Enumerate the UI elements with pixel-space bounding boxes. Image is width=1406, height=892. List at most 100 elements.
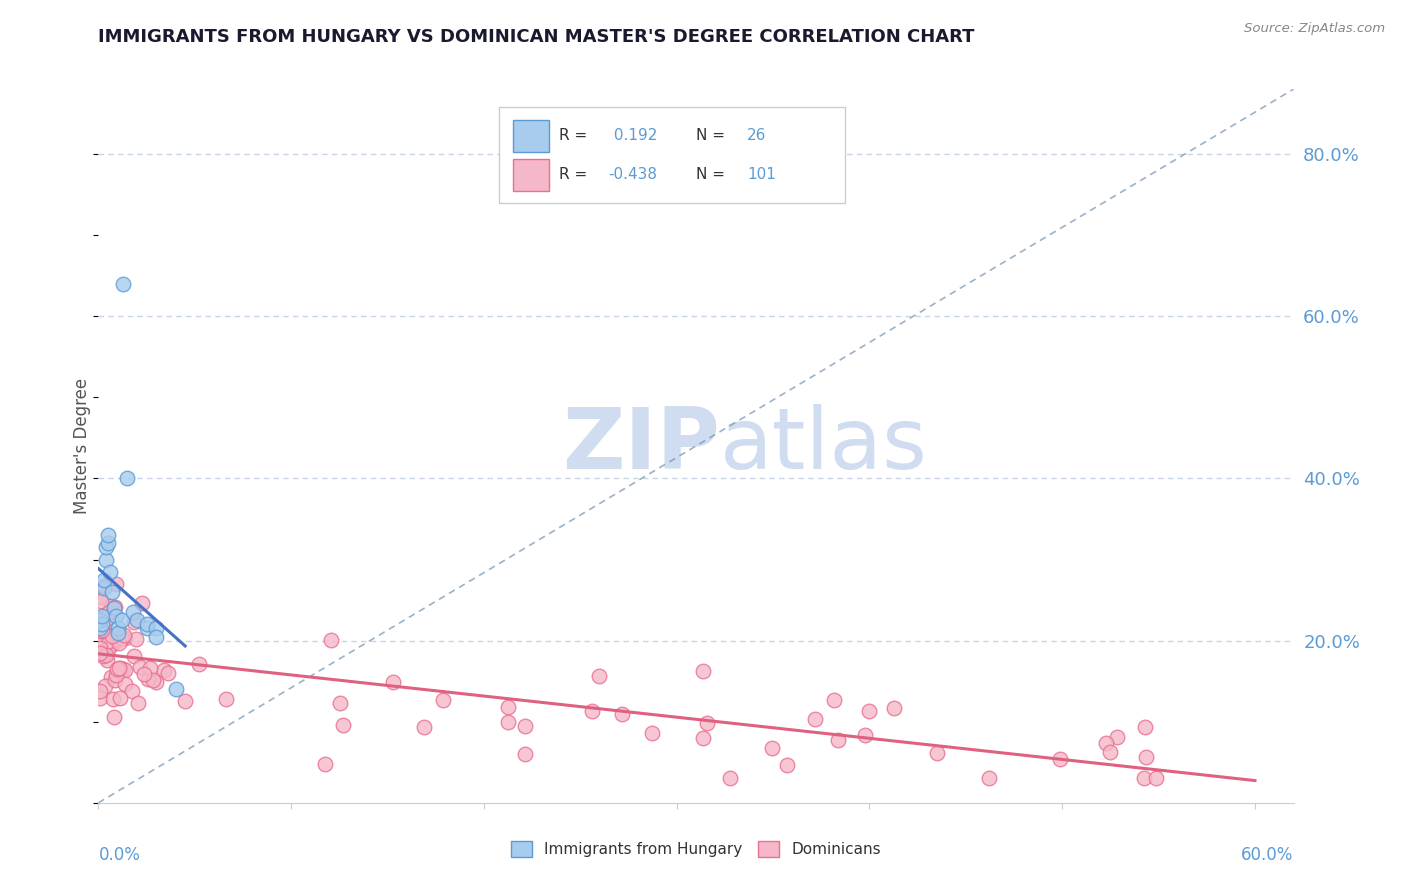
Point [1132,772,1154,786]
Point [91,624,114,638]
Point [89,613,111,627]
Point [114,663,136,677]
Text: N =: N = [696,168,730,182]
Point [93,573,115,587]
Point [104,673,127,687]
Point [101,629,124,643]
Point [97,642,120,657]
Point [413,721,436,735]
Point [90,593,112,607]
Point [100,599,122,613]
Point [100,632,122,646]
Point [823,692,845,706]
Point [188,657,211,672]
Point [215,691,238,706]
Point [94,552,117,566]
Point [96,612,118,626]
Point [692,731,714,745]
Point [98,605,121,619]
Point [90,611,112,625]
Point [105,667,128,681]
Text: 26: 26 [748,128,766,143]
Legend: Immigrants from Hungary, Dominicans: Immigrants from Hungary, Dominicans [505,835,887,863]
Point [89,636,111,650]
Point [110,662,132,676]
Point [89,684,111,698]
Point [131,596,153,610]
Point [97,536,120,550]
Point [153,664,176,678]
Point [122,605,145,619]
Point [515,719,537,733]
Point [1095,736,1118,750]
Point [107,622,129,636]
Point [432,693,454,707]
Point [132,667,155,681]
Point [98,565,121,579]
Point [853,728,876,742]
Point [107,661,129,675]
Text: ZIP: ZIP [562,404,720,488]
Point [108,660,131,674]
Point [1105,731,1128,745]
Text: R =: R = [558,128,592,143]
Bar [513,159,548,191]
Point [145,630,167,644]
Point [332,717,354,731]
Point [93,648,115,663]
Point [1135,720,1157,734]
Point [145,675,167,690]
Point [96,653,118,667]
Point [157,666,180,681]
Point [612,706,634,721]
Text: R =: R = [558,168,592,182]
Point [89,646,111,660]
Point [329,696,352,710]
Point [108,691,131,706]
Point [112,628,135,642]
Point [103,635,125,649]
Point [142,673,165,688]
Point [125,613,148,627]
Point [827,733,849,747]
Point [641,725,664,739]
Point [110,613,132,627]
Text: 101: 101 [748,168,776,182]
Point [108,636,131,650]
Text: -0.438: -0.438 [609,168,658,182]
Point [496,715,519,730]
Point [692,665,714,679]
Point [858,704,880,718]
Point [94,541,117,555]
Point [117,471,139,485]
Point [718,772,741,786]
Text: 0.192: 0.192 [609,128,657,143]
Point [112,277,135,291]
Point [114,676,136,690]
Point [122,615,145,629]
Bar [513,120,548,152]
Point [89,690,111,705]
Point [135,622,157,636]
Point [94,615,117,630]
Point [114,631,136,645]
Point [111,631,134,645]
Point [696,716,718,731]
Text: 0.0%: 0.0% [98,846,141,863]
Point [977,772,1000,786]
Point [321,632,343,647]
Point [97,528,120,542]
Point [91,647,114,661]
Point [128,659,150,673]
Point [91,609,114,624]
Point [103,710,125,724]
Point [98,639,121,653]
Point [498,699,520,714]
Point [1144,772,1167,786]
Point [103,691,125,706]
Y-axis label: Master's Degree: Master's Degree [73,378,91,514]
Point [138,661,160,675]
Point [93,579,115,593]
Point [93,581,115,595]
Text: Source: ZipAtlas.com: Source: ZipAtlas.com [1244,22,1385,36]
